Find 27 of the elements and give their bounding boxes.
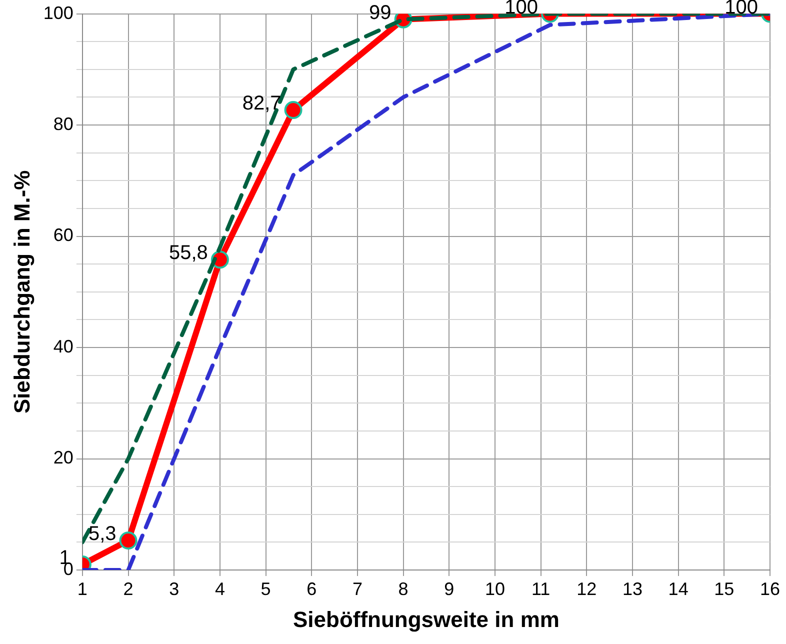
y-tick-label: 20: [53, 448, 74, 468]
x-tick-label: 2: [123, 578, 134, 599]
x-tick-label: 7: [352, 578, 362, 599]
x-tick-label: 9: [444, 578, 454, 599]
y-tick-label: 80: [53, 114, 74, 134]
x-tick-label: 14: [668, 578, 688, 599]
x-tick-label: 16: [760, 578, 780, 599]
x-axis-title: Sieböffnungsweite in mm: [292, 606, 560, 632]
x-tick-label: 13: [622, 578, 642, 599]
y-tick-label: 100: [43, 2, 74, 23]
x-tick-label: 5: [260, 578, 271, 599]
x-tick-label: 10: [484, 578, 505, 599]
data-label: 82,7: [242, 92, 282, 115]
x-tick-label: 4: [214, 578, 225, 599]
y-tick-label: 60: [53, 225, 74, 246]
x-tick-label: 11: [531, 578, 550, 599]
x-tick-label: 3: [169, 578, 180, 599]
data-label: 55,8: [169, 242, 208, 264]
y-axis-title: Siebdurchgang in M.-%: [9, 170, 34, 414]
x-tick-label: 1: [77, 578, 88, 599]
data-label: 99: [369, 2, 392, 24]
x-tick-label: 15: [714, 578, 734, 599]
x-tick-label: 6: [306, 578, 317, 599]
y-tick-label: 40: [53, 336, 74, 356]
x-tick-label: 8: [398, 578, 408, 599]
x-tick-label: 12: [576, 578, 597, 599]
data-label: 5,3: [88, 523, 116, 546]
